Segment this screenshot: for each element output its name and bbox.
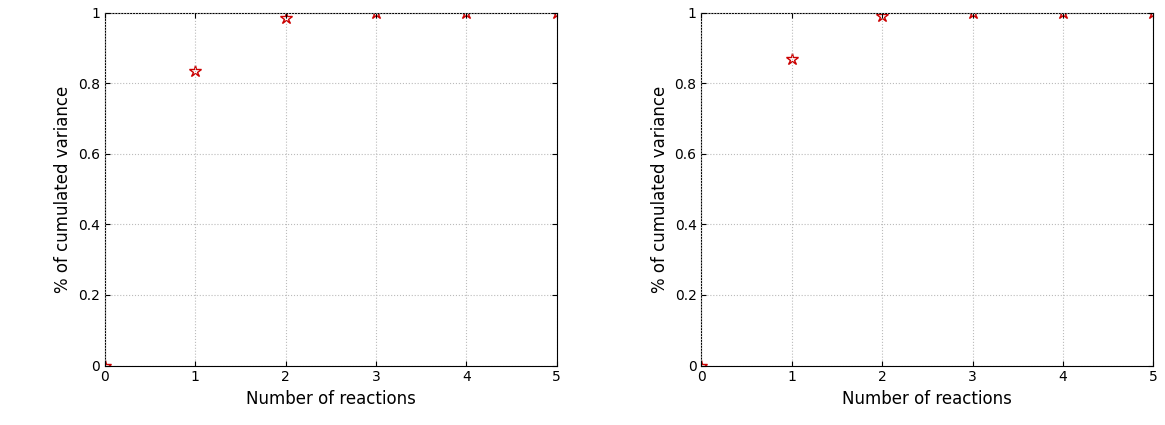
Y-axis label: % of cumulated variance: % of cumulated variance — [651, 85, 669, 293]
X-axis label: Number of reactions: Number of reactions — [842, 390, 1012, 408]
Y-axis label: % of cumulated variance: % of cumulated variance — [55, 85, 72, 293]
X-axis label: Number of reactions: Number of reactions — [246, 390, 416, 408]
